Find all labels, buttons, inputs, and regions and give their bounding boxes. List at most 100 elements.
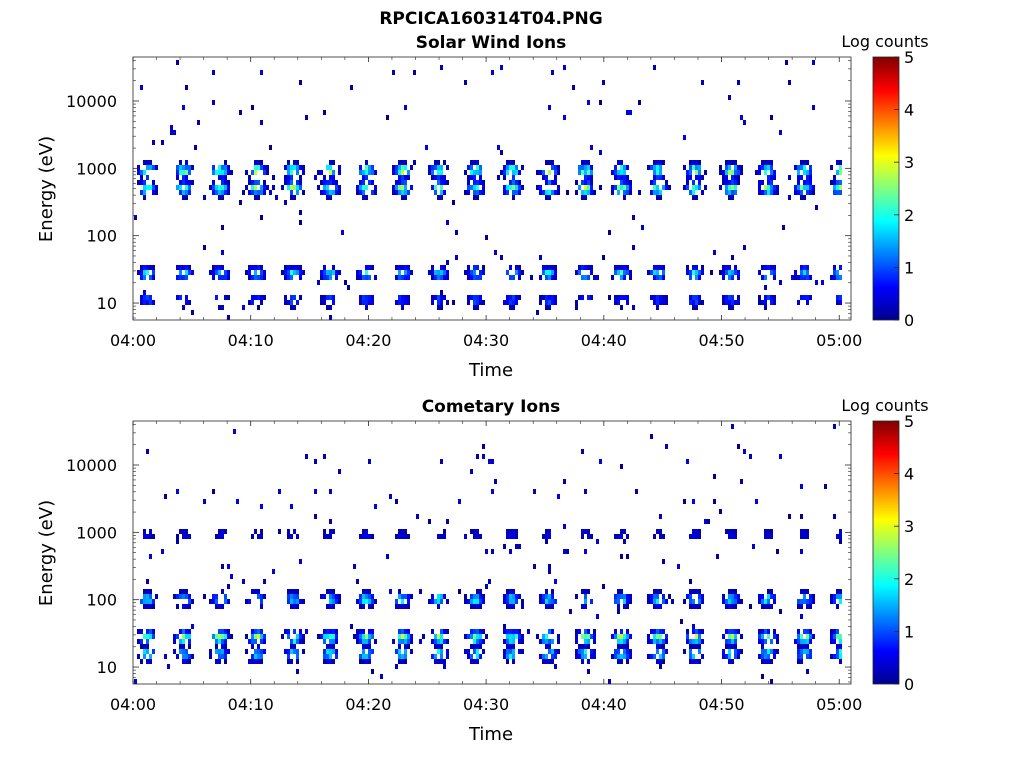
heatmap-cell bbox=[245, 270, 248, 275]
heatmap-cell bbox=[548, 529, 551, 534]
heatmap-cell bbox=[329, 639, 332, 644]
heatmap-cell bbox=[731, 190, 734, 195]
heatmap-cell bbox=[542, 534, 545, 539]
heatmap-cell bbox=[725, 265, 728, 270]
heatmap-cell bbox=[473, 594, 476, 599]
heatmap-cell bbox=[830, 599, 833, 604]
x-tick-label: 04:50 bbox=[698, 695, 744, 714]
heatmap-cell bbox=[554, 175, 557, 180]
heatmap-cell bbox=[596, 275, 599, 280]
heatmap-cell bbox=[260, 639, 263, 644]
heatmap-cell bbox=[479, 599, 482, 604]
heatmap-cell bbox=[437, 175, 440, 180]
heatmap-cell bbox=[656, 604, 659, 609]
heatmap-cell bbox=[518, 270, 521, 275]
heatmap-cell bbox=[410, 594, 413, 599]
heatmap-cell bbox=[398, 295, 401, 300]
heatmap-cell bbox=[287, 185, 290, 190]
heatmap-cell bbox=[590, 180, 593, 185]
heatmap-cell bbox=[542, 270, 545, 275]
heatmap-cell bbox=[404, 604, 407, 609]
heatmap-cell bbox=[536, 185, 539, 190]
heatmap-cell bbox=[542, 175, 545, 180]
heatmap-cell bbox=[329, 190, 332, 195]
heatmap-cell bbox=[578, 265, 581, 270]
heatmap-cell bbox=[479, 629, 482, 634]
heatmap-cell bbox=[539, 255, 542, 260]
heatmap-cell bbox=[584, 644, 587, 649]
heatmap-cell bbox=[221, 639, 224, 644]
heatmap-cell bbox=[722, 180, 725, 185]
heatmap-cell bbox=[797, 634, 800, 639]
heatmap-cell bbox=[296, 534, 299, 539]
heatmap-cell bbox=[329, 644, 332, 649]
heatmap-cell bbox=[188, 170, 191, 175]
heatmap-cell bbox=[614, 654, 617, 659]
heatmap-cell bbox=[647, 639, 650, 644]
heatmap-cell bbox=[662, 534, 665, 539]
heatmap-cell bbox=[497, 145, 500, 150]
heatmap-cell bbox=[368, 165, 371, 170]
heatmap-cell bbox=[326, 644, 329, 649]
heatmap-cell bbox=[404, 175, 407, 180]
heatmap-cell bbox=[278, 529, 281, 534]
heatmap-cell bbox=[401, 180, 404, 185]
heatmap-cell bbox=[806, 629, 809, 634]
heatmap-cell bbox=[773, 300, 776, 305]
heatmap-cell bbox=[770, 679, 773, 684]
figure-title: RPCICA160314T04.PNG bbox=[379, 9, 602, 29]
heatmap-cell bbox=[395, 664, 398, 669]
heatmap-cell bbox=[725, 180, 728, 185]
heatmap-cell bbox=[140, 599, 143, 604]
heatmap-cell bbox=[506, 295, 509, 300]
heatmap-cell bbox=[695, 300, 698, 305]
heatmap-cell bbox=[446, 629, 449, 634]
heatmap-cell bbox=[146, 579, 149, 584]
heatmap-cell bbox=[410, 649, 413, 654]
heatmap-cell bbox=[707, 519, 710, 524]
heatmap-cell bbox=[284, 649, 287, 654]
heatmap-cell bbox=[803, 270, 806, 275]
heatmap-cell bbox=[551, 589, 554, 594]
heatmap-cell bbox=[620, 644, 623, 649]
heatmap-cell bbox=[617, 644, 620, 649]
heatmap-cell bbox=[359, 180, 362, 185]
heatmap-cell bbox=[680, 619, 683, 624]
heatmap-cell bbox=[794, 270, 797, 275]
heatmap-cell bbox=[251, 105, 254, 110]
heatmap-cell bbox=[683, 135, 686, 140]
heatmap-cell bbox=[290, 504, 293, 509]
heatmap-cell bbox=[440, 185, 443, 190]
heatmap-cell bbox=[773, 594, 776, 599]
heatmap-cell bbox=[326, 180, 329, 185]
heatmap-cell bbox=[173, 130, 176, 135]
x-tick-label: 05:00 bbox=[816, 695, 862, 714]
heatmap-cell bbox=[617, 659, 620, 664]
heatmap-cell bbox=[656, 644, 659, 649]
heatmap-cell bbox=[434, 634, 437, 639]
heatmap-cell bbox=[509, 644, 512, 649]
heatmap-cell bbox=[479, 300, 482, 305]
heatmap-cell bbox=[440, 534, 443, 539]
heatmap-cell bbox=[227, 564, 230, 569]
heatmap-cell bbox=[356, 275, 359, 280]
heatmap-cell bbox=[185, 654, 188, 659]
heatmap-cell bbox=[797, 190, 800, 195]
heatmap-cell bbox=[257, 295, 260, 300]
heatmap-cell bbox=[266, 165, 269, 170]
heatmap-cell bbox=[365, 270, 368, 275]
heatmap-cell bbox=[464, 534, 467, 539]
heatmap-cell bbox=[701, 654, 704, 659]
heatmap-cell bbox=[290, 175, 293, 180]
heatmap-cell bbox=[404, 160, 407, 165]
heatmap-cell bbox=[761, 649, 764, 654]
heatmap-cell bbox=[470, 175, 473, 180]
heatmap-cell bbox=[203, 195, 206, 200]
heatmap-cell bbox=[368, 629, 371, 634]
heatmap-cell bbox=[443, 639, 446, 644]
heatmap-cell bbox=[806, 649, 809, 654]
heatmap-cell bbox=[509, 300, 512, 305]
heatmap-cell bbox=[221, 644, 224, 649]
heatmap-cell bbox=[407, 594, 410, 599]
heatmap-cell bbox=[665, 180, 668, 185]
